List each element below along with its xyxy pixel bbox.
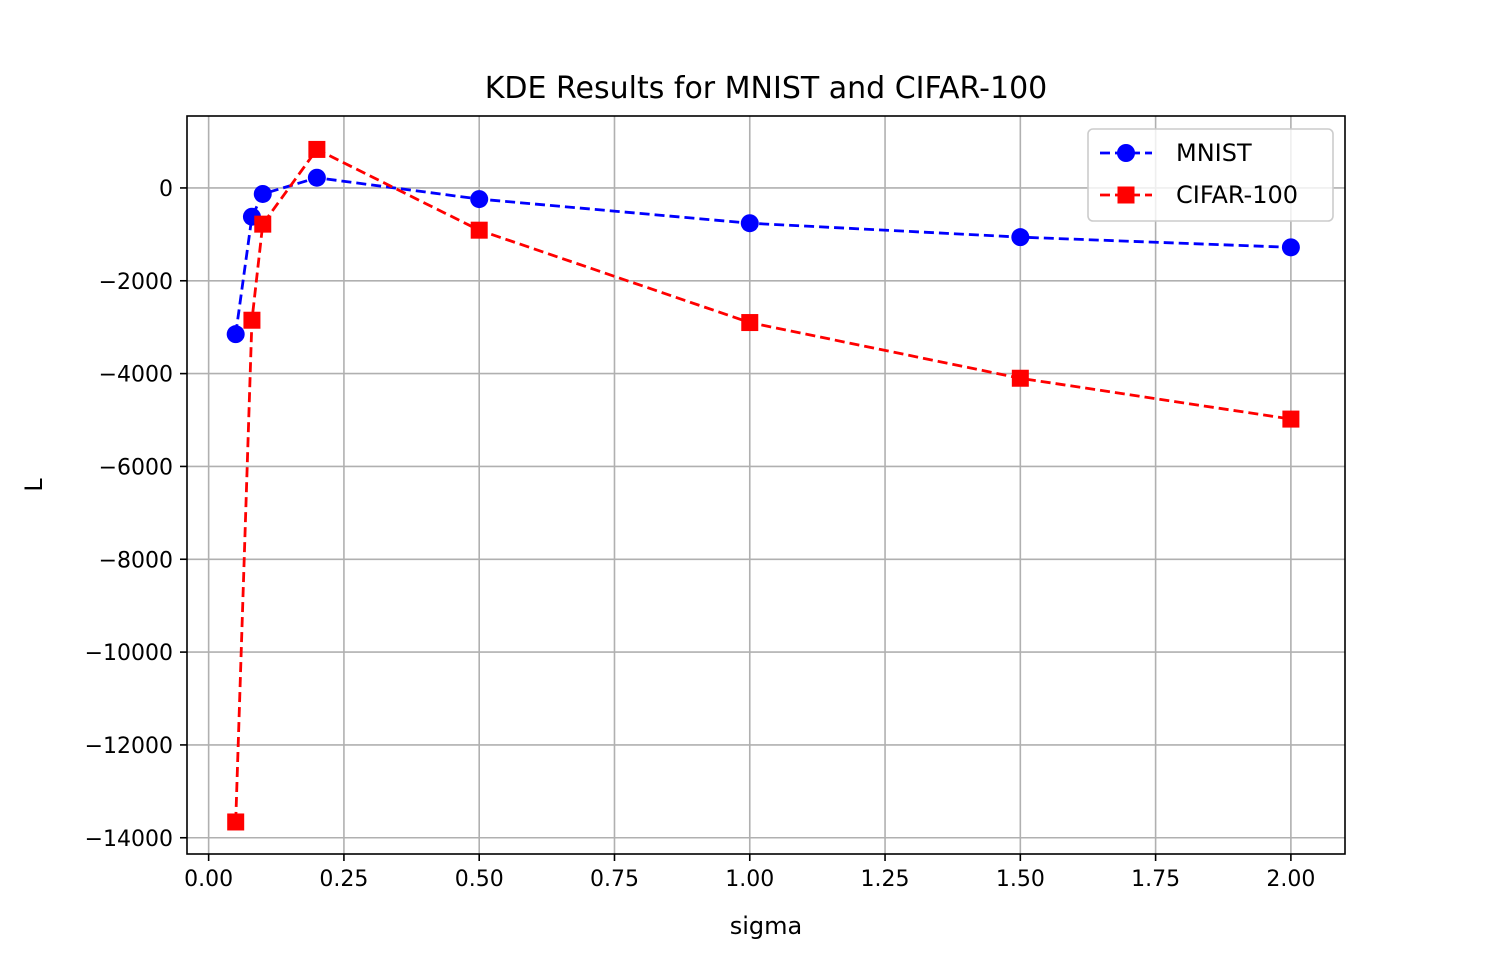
data-point [470, 190, 489, 209]
x-tick-label: 0.25 [319, 867, 368, 892]
grid [187, 116, 1345, 854]
legend-label: MNIST [1176, 139, 1252, 167]
y-tick-label: −4000 [99, 363, 173, 388]
x-axis-label: sigma [730, 912, 803, 940]
plot-frame [186, 115, 1346, 855]
legend-marker [1117, 144, 1135, 162]
y-tick-label: −10000 [85, 641, 173, 666]
x-tick-label: 1.75 [1131, 867, 1180, 892]
data-point [470, 221, 488, 239]
x-tick-label: 0.50 [455, 867, 504, 892]
data-point [1282, 410, 1300, 428]
legend: MNIST CIFAR-100 [1087, 128, 1334, 222]
legend-item: CIFAR-100 [1100, 181, 1298, 209]
y-tick-label: −2000 [99, 270, 173, 295]
data-point [308, 140, 326, 158]
data-point [740, 214, 759, 233]
data-point [1011, 369, 1029, 387]
data-point [227, 813, 245, 831]
y-tick-label: 0 [159, 177, 173, 202]
y-tick-label: −14000 [85, 827, 173, 852]
data-point [254, 215, 272, 233]
series-cifar-100 [227, 140, 1300, 831]
x-tick-label: 1.50 [996, 867, 1045, 892]
x-tick-label: 0.75 [590, 867, 639, 892]
y-tick-label: −12000 [85, 734, 173, 759]
y-tick-label: −6000 [99, 455, 173, 480]
data-point [307, 168, 326, 187]
x-axis: 0.00 0.25 0.50 0.75 1.00 1.25 1.50 1.75 2.00 [184, 854, 1315, 892]
data-point [226, 325, 245, 344]
y-axis: 0 −2000 −4000 −6000 −8000 −10000 −12000 −14000 [85, 177, 187, 852]
y-axis-label: L [20, 478, 48, 492]
y-tick-label: −8000 [99, 548, 173, 573]
data-point [1011, 228, 1030, 247]
series-mnist [226, 168, 1300, 344]
x-tick-label: 0.00 [184, 867, 233, 892]
series-layer [226, 140, 1300, 831]
legend-item: MNIST [1100, 139, 1252, 167]
data-point [741, 314, 759, 332]
legend-label: CIFAR-100 [1176, 181, 1298, 209]
data-point [1281, 238, 1300, 257]
series-line [234, 147, 1292, 823]
legend-marker [1117, 186, 1135, 204]
data-point [243, 311, 261, 329]
x-tick-label: 1.00 [725, 867, 774, 892]
x-tick-label: 1.25 [861, 867, 910, 892]
x-tick-label: 2.00 [1266, 867, 1315, 892]
chart-title: KDE Results for MNIST and CIFAR-100 [485, 71, 1048, 106]
data-point [253, 184, 272, 203]
